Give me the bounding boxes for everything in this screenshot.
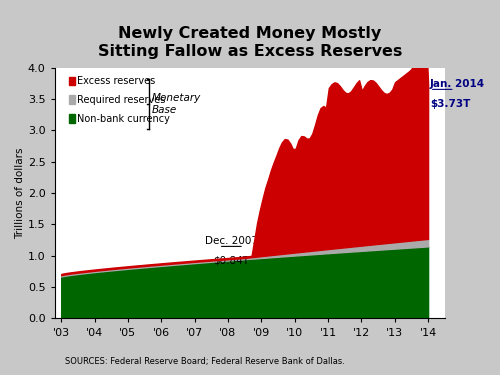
Text: $3.73T: $3.73T	[430, 99, 470, 109]
Bar	[68, 114, 74, 123]
Text: Monetary
Base: Monetary Base	[152, 93, 201, 115]
Text: Excess reserves: Excess reserves	[77, 76, 156, 86]
Text: Jan. 2014: Jan. 2014	[430, 79, 485, 89]
Text: Newly Created Money Mostly
Sitting Fallow as Excess Reserves: Newly Created Money Mostly Sitting Fallo…	[98, 26, 402, 58]
Bar	[68, 95, 74, 104]
Text: Required reserves: Required reserves	[77, 95, 166, 105]
Text: $0.84T: $0.84T	[214, 256, 250, 266]
Text: SOURCES: Federal Reserve Board; Federal Reserve Bank of Dallas.: SOURCES: Federal Reserve Board; Federal …	[65, 357, 345, 366]
Bar	[68, 76, 74, 85]
Text: Dec. 2007: Dec. 2007	[205, 236, 258, 246]
Y-axis label: Trillions of dollars: Trillions of dollars	[15, 147, 25, 239]
Text: Non-bank currency: Non-bank currency	[77, 114, 170, 123]
